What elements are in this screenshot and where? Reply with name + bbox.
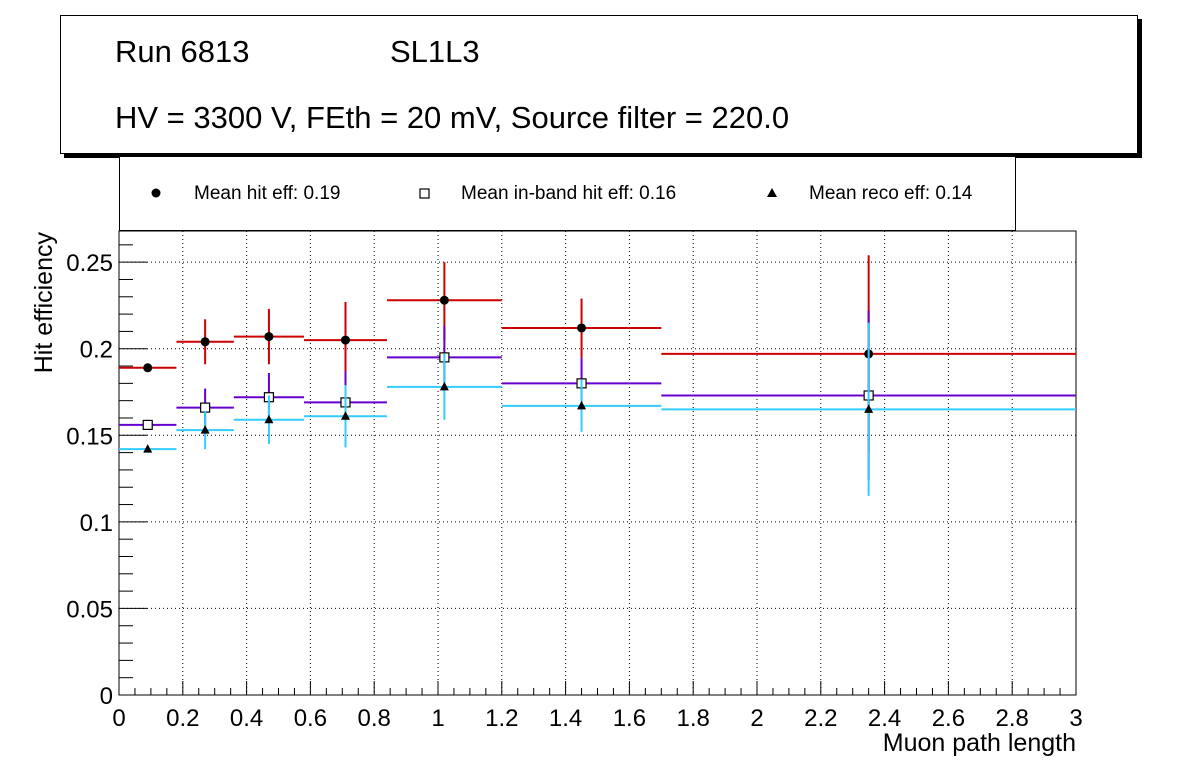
x-tick-label: 0.6 (294, 705, 327, 732)
hit-point (439, 295, 449, 305)
series-reco (119, 322, 1076, 496)
legend-inband-label: Mean in-band hit eff: 0.16 (461, 183, 677, 204)
legend-reco-marker-icon (767, 188, 777, 197)
x-tick-label: 1.6 (613, 705, 646, 732)
hit-point (264, 332, 274, 342)
reco-point (439, 381, 449, 391)
hit-point (200, 337, 210, 347)
x-tick-label: 2.8 (996, 705, 1029, 732)
y-tick-label: 0 (100, 683, 113, 710)
x-tick-label: 1 (431, 705, 444, 732)
hit-point (340, 335, 350, 345)
data-series (119, 255, 1076, 496)
hit-point (577, 323, 587, 333)
x-tick-label: 2.2 (804, 705, 837, 732)
y-axis-label: Hit efficiency (30, 232, 58, 374)
x-axis-label: Muon path length (883, 729, 1076, 757)
legend: Mean hit eff: 0.19 Mean in-band hit eff:… (119, 157, 1016, 231)
x-tick-label: 0 (112, 705, 125, 732)
legend-reco-label: Mean reco eff: 0.14 (809, 183, 973, 204)
layer-label: SL1L3 (390, 34, 480, 69)
inband-point (200, 402, 211, 413)
y-tick-label: 0.1 (80, 510, 113, 537)
legend-hit-marker-icon (151, 188, 161, 198)
x-tick-label: 2.6 (932, 705, 965, 732)
x-tick-label: 1.2 (485, 705, 518, 732)
conditions-label: HV = 3300 V, FEth = 20 mV, Source filter… (115, 100, 790, 135)
reco-point (577, 400, 587, 410)
reco-point (143, 444, 153, 453)
y-tick-label: 0.05 (66, 596, 113, 623)
hit-point (143, 363, 153, 373)
y-tick-label: 0.2 (80, 337, 113, 364)
x-tick-label: 0.4 (230, 705, 263, 732)
legend-hit-label: Mean hit eff: 0.19 (194, 183, 341, 204)
plot-frame (118, 230, 1077, 696)
y-tick-label: 0.25 (66, 250, 113, 277)
axes: 0 0.2 0.4 0.6 0.8 1 1.2 1.4 1.6 1.8 2 2.2 2.4 2.6 2.8 3… (66, 244, 1083, 732)
legend-inband-marker-icon (419, 188, 430, 199)
x-tick-label: 1.8 (677, 705, 710, 732)
grid (119, 231, 1076, 695)
inband-point (142, 419, 153, 431)
title-box: Run 6813 SL1L3 HV = 3300 V, FEth = 20 mV… (60, 15, 1138, 154)
x-tick-label: 3 (1069, 705, 1082, 732)
reco-point (264, 414, 274, 424)
reco-point (200, 425, 210, 434)
x-tick-label: 0.8 (358, 705, 391, 732)
reco-point (340, 411, 350, 420)
x-tick-label: 0.2 (166, 705, 199, 732)
x-tick-label: 1.4 (549, 705, 582, 732)
run-label: Run 6813 (115, 34, 250, 69)
x-tick-label: 2.4 (868, 705, 901, 732)
x-tick-label: 2 (750, 705, 763, 732)
reco-point (864, 404, 874, 413)
y-tick-label: 0.15 (66, 423, 113, 450)
